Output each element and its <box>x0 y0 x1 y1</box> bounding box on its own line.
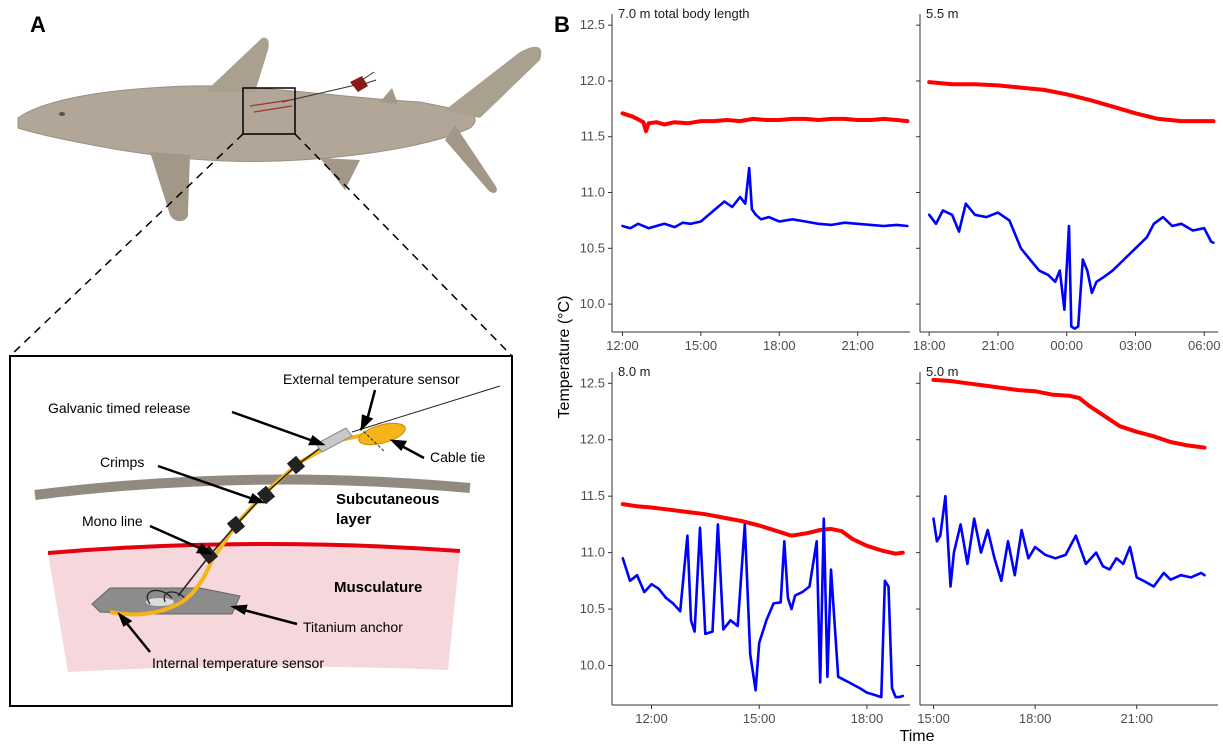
shark-illustration <box>17 37 542 222</box>
x-tick-label: 21:00 <box>841 338 874 353</box>
y-tick-label: 10.5 <box>580 601 605 616</box>
y-tick-label: 11.5 <box>581 129 605 144</box>
label-mono-line: Mono line <box>82 513 143 529</box>
zoom-line-left <box>9 133 244 357</box>
panel-b-letter: B <box>554 12 570 37</box>
y-axis-title: Temperature (°C) <box>556 296 573 419</box>
facet-8-0m: 10.0 10.5 11.0 11.5 12.0 12.5 12:00 15:00 18:00 8… <box>580 364 910 726</box>
shark-eye <box>59 112 65 116</box>
internal-temperature-line <box>927 202 1215 330</box>
label-galvanic-release: Galvanic timed release <box>48 400 191 416</box>
x-tick-label: 18:00 <box>851 711 884 726</box>
internal-temperature-line <box>932 494 1206 588</box>
y-tick-label: 12.5 <box>580 17 605 32</box>
x-tick-label: 21:00 <box>982 338 1015 353</box>
external-temperature-line <box>927 80 1216 124</box>
y-tick-label: 11.0 <box>581 545 605 560</box>
label-crimps: Crimps <box>100 454 144 470</box>
x-tick-label: 15:00 <box>917 711 950 726</box>
facet-7-0m: 10.0 10.5 11.0 11.5 12.0 12.5 12:00 15:00 18:00 2… <box>580 6 910 353</box>
external-sensor <box>358 422 406 446</box>
facet-5-0m: 15:00 18:00 21:00 5.0 m <box>916 364 1218 726</box>
label-external-sensor: External temperature sensor <box>283 371 460 387</box>
facet-label: 8.0 m <box>618 364 651 379</box>
facet-5-5m: 18:00 21:00 00:00 03:00 06:00 5.5 m <box>913 6 1221 353</box>
tether-line <box>351 385 501 433</box>
label-internal-sensor: Internal temperature sensor <box>152 655 324 671</box>
tag-implant-marks <box>249 99 293 113</box>
label-cable-tie: Cable tie <box>430 449 485 465</box>
panel-b: B Temperature (°C) Time 10.0 10.5 11.0 11.5… <box>554 6 1221 745</box>
y-tick-label: 12.0 <box>580 432 605 447</box>
label-titanium-anchor: Titanium anchor <box>303 619 403 635</box>
external-temperature-line <box>931 377 1207 450</box>
shark-pelvic-fin <box>320 158 360 190</box>
y-tick-label: 11.0 <box>581 185 605 200</box>
x-tick-label: 12:00 <box>606 338 639 353</box>
internal-temperature-line <box>621 517 905 699</box>
y-tick-label: 11.5 <box>581 488 605 503</box>
tag-float <box>350 76 368 92</box>
external-temperature-line <box>620 111 910 134</box>
cable-tie-line <box>359 427 386 453</box>
x-tick-label: 12:00 <box>635 711 668 726</box>
musculature-region <box>48 544 460 672</box>
x-tick-label: 15:00 <box>685 338 718 353</box>
anchor-wires <box>146 589 187 605</box>
panel-a-letter: A <box>30 12 46 37</box>
x-tick-label: 18:00 <box>913 338 946 353</box>
anchor-hole <box>146 598 174 606</box>
shark-tail-lower <box>445 125 497 193</box>
facet-label: 5.0 m <box>926 364 959 379</box>
x-tick-label: 03:00 <box>1119 338 1152 353</box>
shark-tail-upper <box>445 46 542 119</box>
crimp-2 <box>226 515 246 535</box>
shark-second-dorsal <box>380 88 398 104</box>
tag-antenna <box>361 71 377 85</box>
y-tick-label: 10.5 <box>580 240 605 255</box>
y-tick-label: 10.0 <box>580 657 605 672</box>
shark-dorsal-fin <box>205 37 269 92</box>
label-musculature: Musculature <box>334 579 422 596</box>
subcutaneous-layer <box>34 474 471 500</box>
tag-diagram-inset: External temperature sensor Galvanic tim… <box>9 355 513 707</box>
zoom-box <box>242 87 296 135</box>
x-tick-label: 15:00 <box>743 711 776 726</box>
y-tick-label: 12.5 <box>580 375 605 390</box>
facet-label: 7.0 m total body length <box>618 6 750 21</box>
label-subcutaneous-2: layer <box>336 511 371 528</box>
y-tick-label: 10.0 <box>580 296 605 311</box>
external-temperature-line <box>620 502 905 556</box>
x-tick-label: 18:00 <box>1019 711 1052 726</box>
crimp-4 <box>286 455 306 475</box>
x-axis-title: Time <box>900 728 935 745</box>
x-tick-label: 00:00 <box>1050 338 1083 353</box>
shark-body <box>17 85 476 163</box>
shark-pectoral-fin <box>150 152 190 222</box>
sensor-cable <box>109 430 379 617</box>
label-subcutaneous-1: Subcutaneous <box>336 491 439 508</box>
facet-label: 5.5 m <box>926 6 959 21</box>
musculature-edge <box>47 541 461 555</box>
internal-temperature-line <box>621 166 909 230</box>
y-tick-label: 12.0 <box>580 73 605 88</box>
x-tick-label: 18:00 <box>763 338 796 353</box>
callout-arrows <box>117 389 425 653</box>
x-tick-label: 06:00 <box>1188 338 1221 353</box>
zoom-line-right <box>294 133 513 357</box>
crimp-3 <box>256 485 276 505</box>
x-tick-label: 21:00 <box>1120 711 1153 726</box>
panel-a: A <box>9 12 542 707</box>
galvanic-release <box>315 427 353 453</box>
